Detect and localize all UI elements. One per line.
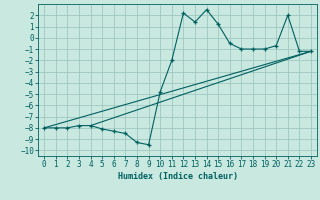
X-axis label: Humidex (Indice chaleur): Humidex (Indice chaleur): [118, 172, 238, 181]
